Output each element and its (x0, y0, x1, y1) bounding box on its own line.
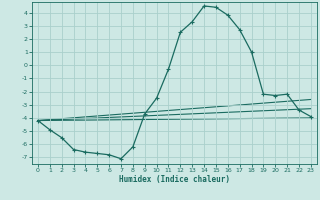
X-axis label: Humidex (Indice chaleur): Humidex (Indice chaleur) (119, 175, 230, 184)
